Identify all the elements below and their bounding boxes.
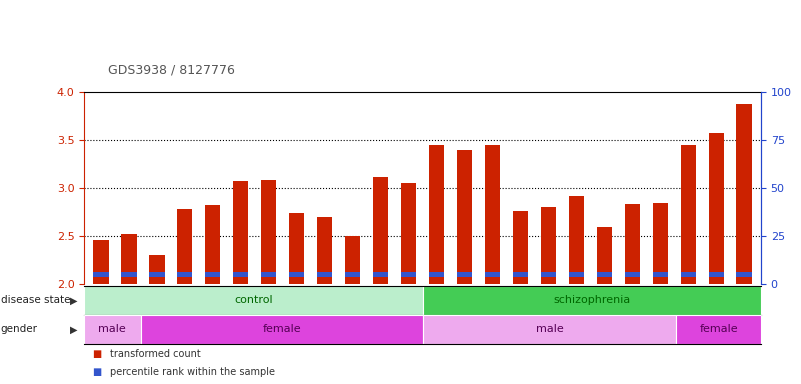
Bar bbox=[345, 272, 360, 277]
Bar bbox=[205, 205, 220, 284]
Bar bbox=[373, 177, 388, 284]
Bar bbox=[653, 272, 668, 277]
Bar bbox=[541, 272, 556, 277]
Text: female: female bbox=[699, 324, 738, 334]
Text: disease state: disease state bbox=[1, 295, 70, 306]
Bar bbox=[140, 315, 422, 344]
Bar bbox=[93, 240, 109, 284]
Text: schizophrenia: schizophrenia bbox=[553, 295, 630, 306]
Text: GDS3938 / 8127776: GDS3938 / 8127776 bbox=[108, 64, 235, 77]
Bar bbox=[261, 180, 276, 284]
Bar bbox=[569, 272, 584, 277]
Bar bbox=[121, 272, 136, 277]
Text: control: control bbox=[234, 295, 272, 306]
Bar bbox=[709, 134, 724, 284]
Bar bbox=[149, 255, 164, 284]
Bar bbox=[345, 236, 360, 284]
Bar bbox=[429, 272, 445, 277]
Bar bbox=[736, 272, 752, 277]
Bar bbox=[317, 272, 332, 277]
Text: ■: ■ bbox=[92, 349, 102, 359]
Text: ■: ■ bbox=[92, 367, 102, 377]
Bar bbox=[84, 286, 422, 315]
Bar bbox=[400, 272, 417, 277]
Bar bbox=[736, 104, 752, 284]
Bar bbox=[457, 150, 472, 284]
Bar bbox=[205, 272, 220, 277]
Bar bbox=[149, 272, 164, 277]
Bar bbox=[93, 272, 109, 277]
Bar bbox=[569, 196, 584, 284]
Bar bbox=[289, 272, 304, 277]
Bar bbox=[289, 213, 304, 284]
Bar bbox=[457, 272, 472, 277]
Bar bbox=[597, 272, 612, 277]
Bar bbox=[653, 203, 668, 284]
Bar bbox=[233, 272, 248, 277]
Text: male: male bbox=[536, 324, 563, 334]
Bar bbox=[625, 204, 640, 284]
Text: transformed count: transformed count bbox=[110, 349, 200, 359]
Bar bbox=[541, 207, 556, 284]
Bar bbox=[676, 315, 761, 344]
Bar bbox=[422, 315, 676, 344]
Bar bbox=[485, 145, 500, 284]
Bar bbox=[625, 272, 640, 277]
Bar bbox=[513, 211, 528, 284]
Text: percentile rank within the sample: percentile rank within the sample bbox=[110, 367, 275, 377]
Text: ▶: ▶ bbox=[70, 295, 78, 306]
Bar bbox=[121, 234, 136, 284]
Bar bbox=[177, 272, 192, 277]
Text: female: female bbox=[262, 324, 301, 334]
Text: ▶: ▶ bbox=[70, 324, 78, 334]
Bar bbox=[681, 272, 696, 277]
Bar bbox=[317, 217, 332, 284]
Bar bbox=[84, 315, 140, 344]
Text: gender: gender bbox=[1, 324, 38, 334]
Bar bbox=[681, 145, 696, 284]
Bar bbox=[597, 227, 612, 284]
Bar bbox=[233, 182, 248, 284]
Bar bbox=[400, 184, 417, 284]
Bar bbox=[373, 272, 388, 277]
Bar bbox=[513, 272, 528, 277]
Text: male: male bbox=[99, 324, 127, 334]
Bar bbox=[177, 209, 192, 284]
Bar bbox=[429, 145, 445, 284]
Bar bbox=[485, 272, 500, 277]
Bar bbox=[422, 286, 761, 315]
Bar bbox=[261, 272, 276, 277]
Bar bbox=[709, 272, 724, 277]
